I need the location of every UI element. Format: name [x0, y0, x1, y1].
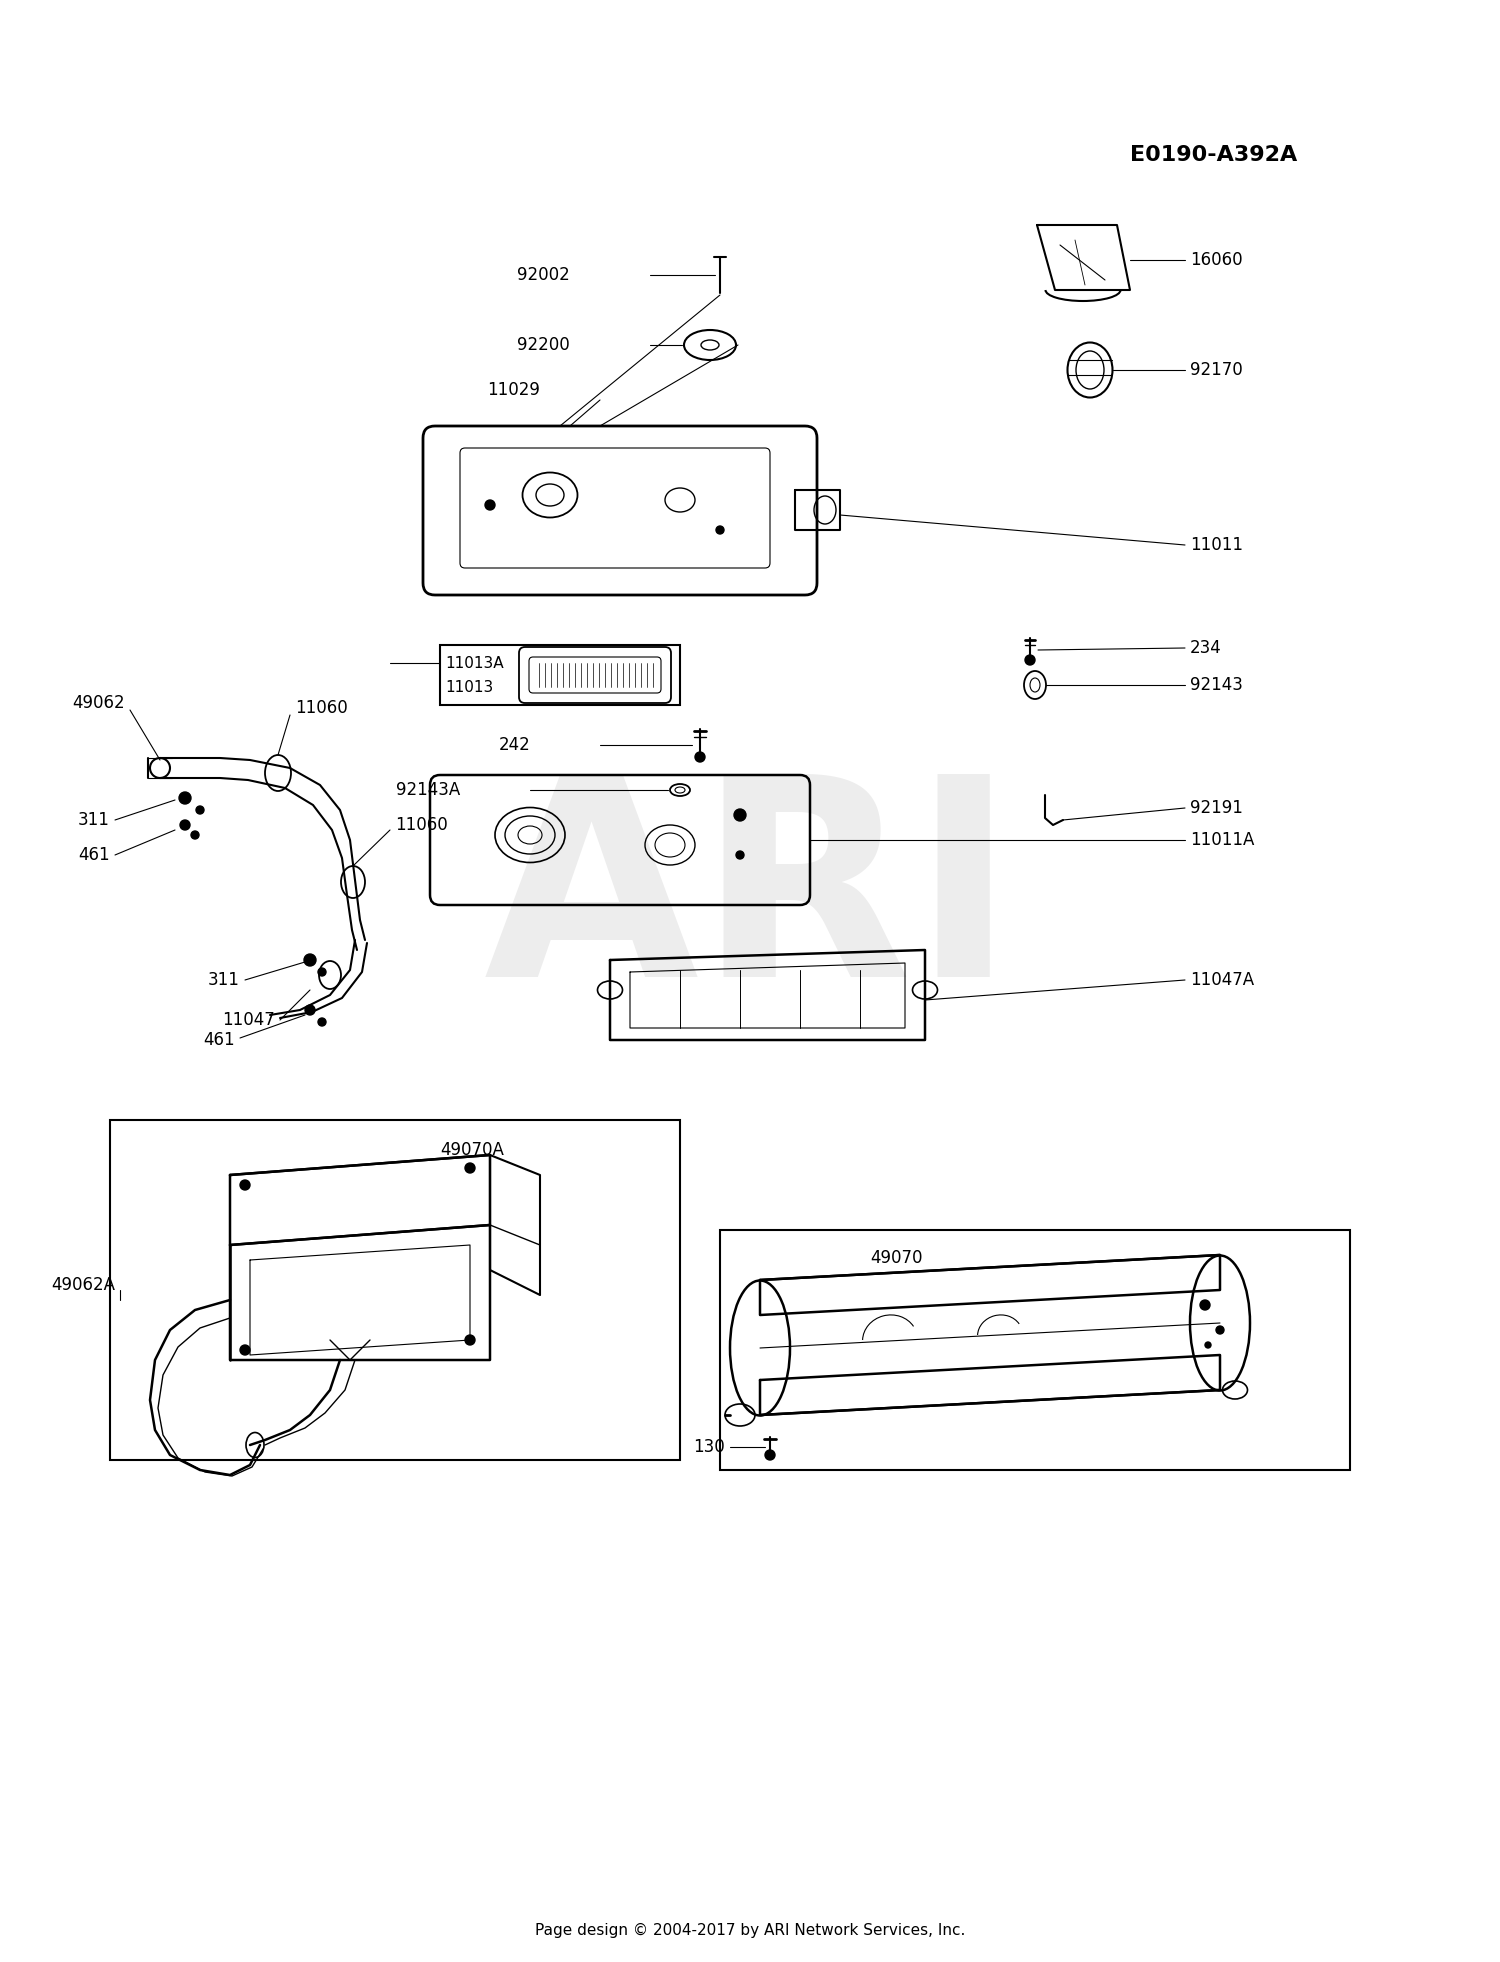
Circle shape [240, 1346, 250, 1356]
Text: 11011: 11011 [1190, 536, 1243, 553]
Circle shape [484, 500, 495, 510]
Text: 92170: 92170 [1190, 361, 1242, 379]
Bar [720, 1230, 1350, 1470]
Bar [440, 645, 680, 704]
Circle shape [694, 751, 705, 761]
Text: 311: 311 [78, 810, 110, 830]
Text: 11013A: 11013A [446, 655, 504, 671]
Circle shape [736, 852, 744, 859]
Circle shape [1200, 1301, 1210, 1311]
Circle shape [190, 832, 200, 840]
Circle shape [196, 806, 204, 814]
Circle shape [1204, 1342, 1210, 1348]
Circle shape [180, 820, 190, 830]
Text: 11060: 11060 [296, 698, 348, 716]
Text: 92191: 92191 [1190, 799, 1243, 816]
Text: 92143A: 92143A [396, 781, 460, 799]
Text: 92002: 92002 [518, 267, 570, 284]
Circle shape [465, 1334, 476, 1346]
Text: 311: 311 [209, 971, 240, 989]
Text: 49070A: 49070A [440, 1142, 504, 1160]
Text: 461: 461 [204, 1030, 236, 1050]
Circle shape [716, 526, 724, 534]
Text: 461: 461 [78, 846, 110, 863]
Text: Page design © 2004-2017 by ARI Network Services, Inc.: Page design © 2004-2017 by ARI Network S… [536, 1923, 964, 1938]
Circle shape [734, 808, 746, 820]
Circle shape [465, 1163, 476, 1173]
Text: 11011A: 11011A [1190, 832, 1254, 850]
Text: 11060: 11060 [394, 816, 447, 834]
Text: 11029: 11029 [488, 381, 540, 398]
Text: 49070: 49070 [870, 1250, 922, 1267]
Circle shape [318, 1018, 326, 1026]
Circle shape [304, 1005, 315, 1014]
Text: 16060: 16060 [1190, 251, 1242, 269]
Text: ARI: ARI [484, 765, 1016, 1036]
Text: 92200: 92200 [518, 336, 570, 353]
Text: 49062: 49062 [72, 695, 124, 712]
Text: 11047: 11047 [222, 1010, 274, 1028]
Text: 130: 130 [693, 1438, 724, 1456]
Text: E0190-A392A: E0190-A392A [1130, 145, 1298, 165]
Circle shape [1216, 1326, 1224, 1334]
Circle shape [304, 954, 316, 965]
Text: 11047A: 11047A [1190, 971, 1254, 989]
Circle shape [1024, 655, 1035, 665]
Circle shape [240, 1179, 250, 1191]
Text: 11013: 11013 [446, 679, 494, 695]
Text: 234: 234 [1190, 640, 1221, 657]
Circle shape [178, 793, 190, 804]
Circle shape [765, 1450, 776, 1460]
Bar [110, 1120, 680, 1460]
Text: 242: 242 [498, 736, 530, 753]
Circle shape [318, 967, 326, 975]
Text: 49062A: 49062A [51, 1275, 116, 1295]
Text: 92143: 92143 [1190, 677, 1243, 695]
